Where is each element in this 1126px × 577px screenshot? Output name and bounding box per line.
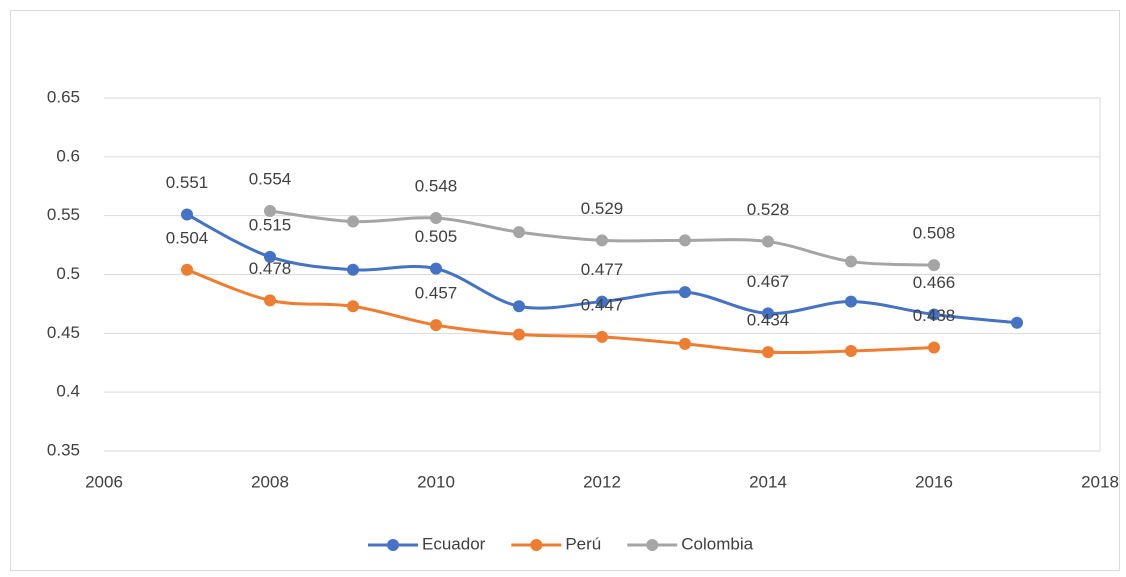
x-tick-label: 2018 (1081, 472, 1119, 491)
data-point (596, 295, 608, 308)
data-point (845, 295, 857, 308)
data-point (513, 226, 525, 239)
data-label: 0.508 (913, 224, 956, 243)
legend-label: Perú (565, 534, 601, 553)
data-point (679, 337, 691, 350)
data-point (928, 341, 940, 354)
series-line (186, 268, 935, 355)
data-label: 0.554 (249, 169, 292, 188)
y-tick-label: 0.45 (47, 323, 80, 342)
data-point (762, 235, 774, 248)
data-point (596, 234, 608, 247)
legend-label: Colombia (681, 534, 753, 553)
data-label: 0.467 (747, 272, 790, 291)
data-label: 0.529 (581, 199, 624, 218)
x-tick-label: 2016 (915, 472, 953, 491)
data-label: 0.515 (249, 215, 292, 234)
data-label: 0.434 (747, 311, 790, 330)
x-tick-label: 2014 (749, 472, 787, 491)
y-tick-label: 0.35 (47, 440, 80, 459)
data-point (679, 234, 691, 247)
data-point (928, 308, 940, 321)
data-point (347, 300, 359, 313)
data-point (845, 344, 857, 357)
data-point (596, 330, 608, 343)
x-tick-label: 2006 (85, 472, 123, 491)
data-point (181, 263, 193, 276)
data-point (264, 204, 276, 217)
legend-marker (387, 539, 399, 551)
y-tick-label: 0.6 (56, 146, 80, 165)
data-point (430, 212, 442, 225)
data-label: 0.528 (747, 200, 790, 219)
data-point (347, 215, 359, 228)
legend-label: Ecuador (422, 534, 486, 553)
legend-marker (646, 539, 659, 551)
x-tick-label: 2008 (251, 472, 289, 491)
data-label: 0.504 (166, 228, 209, 247)
data-point (513, 300, 525, 313)
data-point (762, 346, 774, 359)
legend-marker (530, 539, 543, 551)
data-point (513, 328, 525, 341)
data-point (928, 259, 940, 272)
data-point (762, 307, 774, 320)
data-point (430, 319, 442, 332)
y-tick-label: 0.5 (56, 264, 80, 283)
data-label: 0.548 (415, 177, 458, 196)
data-point (1011, 316, 1023, 329)
y-tick-label: 0.55 (47, 205, 80, 224)
data-label: 0.447 (581, 295, 624, 314)
chart-border (10, 10, 1120, 571)
data-label: 0.457 (415, 284, 458, 303)
data-label: 0.438 (913, 306, 956, 325)
data-point (430, 262, 442, 275)
data-point (264, 294, 276, 307)
data-label: 0.477 (581, 260, 624, 279)
x-tick-label: 2010 (417, 472, 455, 491)
data-point (181, 208, 193, 221)
y-tick-label: 0.4 (56, 382, 80, 401)
data-point (679, 286, 691, 299)
data-label: 0.466 (913, 273, 956, 292)
data-label: 0.551 (166, 173, 209, 192)
y-tick-label: 0.65 (47, 87, 80, 106)
data-point (347, 263, 359, 276)
data-label: 0.505 (415, 227, 458, 246)
data-label: 0.478 (249, 259, 292, 278)
data-point (264, 250, 276, 263)
data-point (845, 255, 857, 268)
x-tick-label: 2012 (583, 472, 621, 491)
